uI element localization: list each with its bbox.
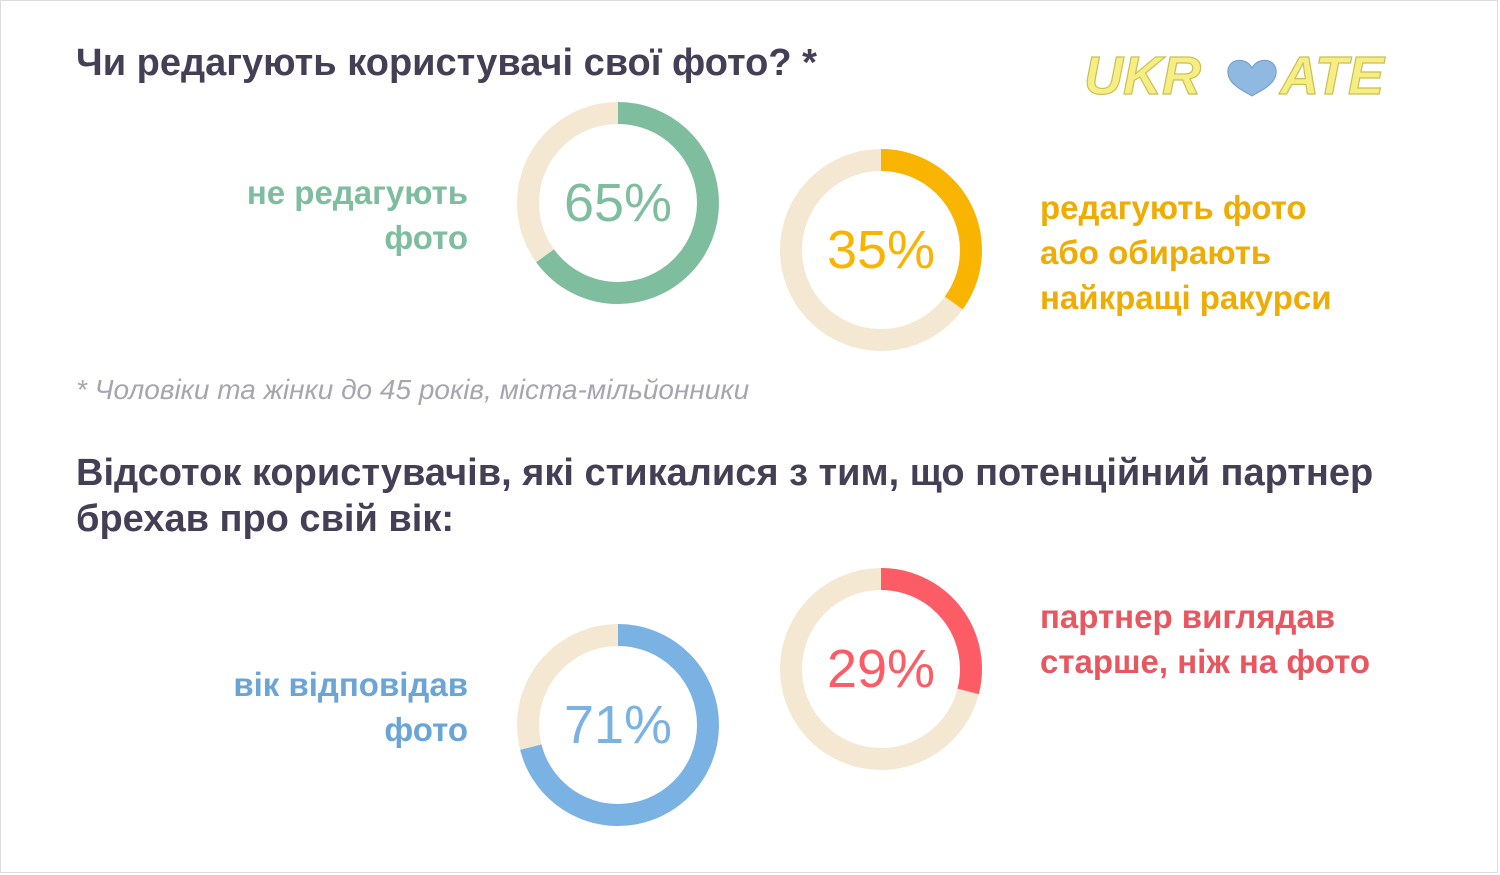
chart3-label-line-2: фото xyxy=(384,711,468,748)
donut-1-value-label: 65% xyxy=(564,173,672,233)
chart3-label-line-1: вік відповідав xyxy=(233,666,468,703)
donut-chart-4: 29% xyxy=(780,568,982,770)
chart1-label: не редагують фото xyxy=(148,170,468,260)
section-title: Відсоток користувачів, які стикалися з т… xyxy=(76,452,1374,540)
donut-chart-1: 65% xyxy=(517,102,719,304)
chart4-label: партнер виглядав старше, ніж на фото xyxy=(1040,594,1480,684)
chart1-label-line-1: не редагують xyxy=(246,174,468,211)
donut-2-value-label: 35% xyxy=(827,220,935,280)
logo-text-right: ATE xyxy=(1278,46,1386,106)
page-title: Чи редагують користувачі свої фото? * xyxy=(76,42,817,84)
chart4-label-line-2: старше, ніж на фото xyxy=(1040,643,1370,680)
donut-3-value-label: 71% xyxy=(564,695,672,755)
donut-chart-3: 71% xyxy=(517,624,719,826)
chart2-label-line-1: редагують фото xyxy=(1040,189,1307,226)
donut-2-value-arc xyxy=(780,149,982,351)
donut-1-value-arc xyxy=(517,102,719,304)
brand-logo: UKR ATE xyxy=(1083,45,1386,106)
chart3-label: вік відповідав фото xyxy=(148,662,468,752)
donut-chart-2: 35% xyxy=(780,149,982,351)
footnote: * Чоловіки та жінки до 45 років, міста-м… xyxy=(76,374,750,405)
donut-4-value-arc xyxy=(780,568,982,770)
chart2-label-line-2: або обирають xyxy=(1040,234,1272,271)
donut-3-value-arc xyxy=(517,624,719,826)
chart1-label-line-2: фото xyxy=(384,219,468,256)
chart2-label: редагують фото або обирають найкращі рак… xyxy=(1040,185,1460,320)
heart-icon xyxy=(1227,59,1277,97)
logo-text-left: UKR xyxy=(1084,46,1201,106)
chart4-label-line-1: партнер виглядав xyxy=(1040,598,1336,635)
donut-4-value-label: 29% xyxy=(827,639,935,699)
chart2-label-line-3: найкращі ракурси xyxy=(1040,279,1332,316)
